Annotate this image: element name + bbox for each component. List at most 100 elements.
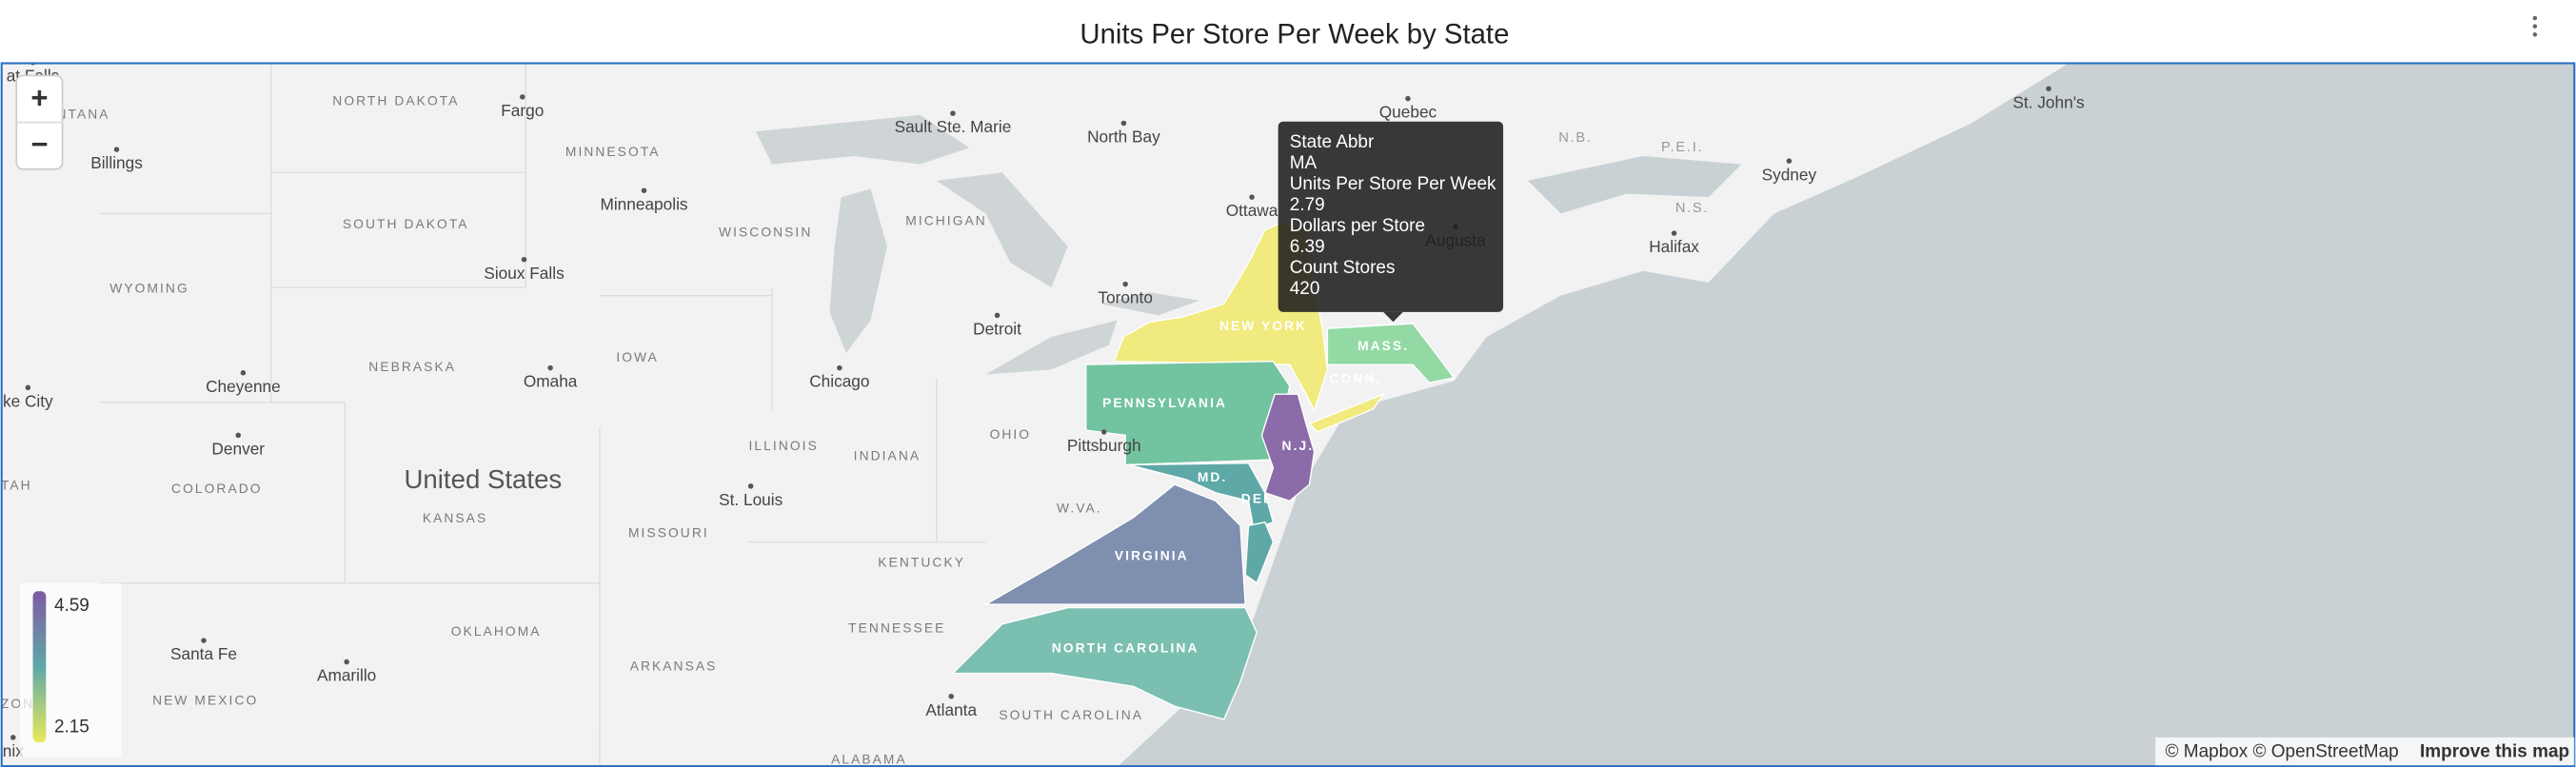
title: Units Per Store Per Week by State: [1080, 19, 1509, 50]
city-label: St. Louis: [719, 490, 783, 509]
tooltip-field: Units Per Store Per Week: [1290, 174, 1496, 194]
city-label: Santa Fe: [170, 644, 237, 663]
region-label: KENTUCKY: [878, 556, 965, 570]
region-label: ILLINOIS: [749, 439, 819, 453]
zoom-out[interactable]: −: [30, 128, 48, 161]
city-dot: [948, 693, 954, 699]
improve-map-link[interactable]: Improve this map: [2420, 741, 2569, 761]
city-label: Sydney: [1762, 165, 1817, 184]
region-label: NEW MEXICO: [152, 694, 258, 708]
city-dot: [1671, 230, 1677, 236]
region-label: MINNESOTA: [565, 145, 661, 159]
city-dot: [235, 432, 241, 439]
region-label: OKLAHOMA: [451, 624, 542, 639]
attribution: © Mapbox © OpenStreetMap Improve this ma…: [2155, 737, 2575, 766]
region-label: N.J.: [1282, 439, 1315, 453]
tooltip-value: 6.39: [1290, 237, 1325, 257]
region-label: KANSAS: [423, 511, 487, 525]
legend-bar: [32, 591, 47, 743]
region-label: MASS.: [1357, 339, 1409, 353]
region-label: United States: [404, 464, 562, 494]
attribution-credit: © Mapbox © OpenStreetMap: [2166, 741, 2399, 761]
region-label: OHIO: [990, 427, 1032, 442]
city-dot: [201, 638, 207, 643]
region-label: WYOMING: [109, 281, 188, 295]
city-label: North Bay: [1087, 128, 1160, 147]
region-label: W.VA.: [1057, 502, 1102, 516]
city-dot: [1405, 95, 1411, 102]
city-dot: [547, 364, 553, 371]
city-label: Cheyenne: [206, 377, 281, 396]
state-nj[interactable]: [1260, 393, 1316, 502]
tooltip-value: MA: [1290, 153, 1318, 173]
city-dot: [521, 256, 527, 263]
city-label: Ottawa: [1226, 201, 1278, 220]
tooltip-value: 2.79: [1290, 195, 1325, 215]
tooltip-value: 420: [1290, 279, 1320, 299]
city-label: Minneapolis: [600, 194, 687, 213]
lake-superior: [755, 114, 970, 165]
city-label: St. John's: [2012, 92, 2084, 111]
region-label: P.E.I.: [1661, 140, 1703, 155]
lake-erie: [985, 320, 1118, 375]
region-label: N.S.: [1675, 201, 1709, 216]
header: [0, 0, 2576, 63]
region-label: INDIANA: [854, 448, 921, 462]
city-dot: [2046, 86, 2051, 91]
city-dot: [344, 659, 349, 665]
city-label: nix: [3, 741, 24, 760]
city-label: Billings: [90, 153, 143, 172]
state-ma[interactable]: [1326, 323, 1456, 384]
region-label: WISCONSIN: [719, 226, 812, 240]
region-label: COLORADO: [171, 482, 263, 496]
region-label: IOWA: [616, 350, 659, 364]
city-label: Halifax: [1649, 237, 1699, 256]
city-dot: [1100, 429, 1107, 435]
city-dot: [25, 384, 31, 391]
legend-min: 2.15: [54, 718, 89, 738]
city-dot: [1120, 120, 1127, 127]
map-frame: [0, 62, 2576, 767]
zoom-in[interactable]: +: [30, 82, 48, 115]
borders: [98, 64, 986, 766]
state-va[interactable]: [982, 483, 1246, 605]
region-label: MICHIGAN: [905, 214, 987, 228]
region-label: SOUTH CAROLINA: [999, 708, 1143, 722]
city-dot: [641, 187, 647, 193]
region-label: TAH: [1, 479, 32, 493]
city-label: Fargo: [501, 101, 544, 120]
city-label: Omaha: [524, 372, 578, 391]
lake-michigan: [829, 188, 887, 354]
region-label: MISSOURI: [628, 526, 709, 541]
city-dot: [30, 64, 35, 66]
region-label: MD.: [1198, 470, 1228, 484]
state-nc[interactable]: [951, 606, 1258, 720]
region-label: ARKANSAS: [630, 659, 718, 673]
region-label: N.B.: [1558, 130, 1592, 146]
city-label: Amarillo: [317, 666, 376, 685]
state-ny-li[interactable]: [1308, 392, 1385, 433]
city-label: Sault Ste. Marie: [895, 117, 1012, 136]
city-label: Denver: [211, 439, 265, 458]
city-dot: [994, 312, 1001, 319]
menu-icon[interactable]: [2532, 15, 2538, 37]
states: [951, 221, 1456, 720]
region-label: PENNSYLVANIA: [1102, 396, 1227, 410]
region-label: CONN.: [1329, 371, 1381, 385]
region-label: NORTH CAROLINA: [1052, 640, 1199, 655]
state-del[interactable]: [1244, 521, 1275, 584]
city-dot: [950, 110, 956, 116]
lake-huron: [936, 172, 1068, 288]
region-label: DEL.: [1241, 491, 1279, 505]
gulf: [1527, 155, 1742, 214]
city-label: Quebec: [1379, 103, 1437, 122]
city-label: ke City: [3, 391, 53, 410]
city-dot: [10, 735, 16, 740]
tooltip-field: State Abbr: [1290, 132, 1375, 152]
region-label: ALABAMA: [831, 753, 907, 767]
city-dot: [113, 147, 120, 152]
